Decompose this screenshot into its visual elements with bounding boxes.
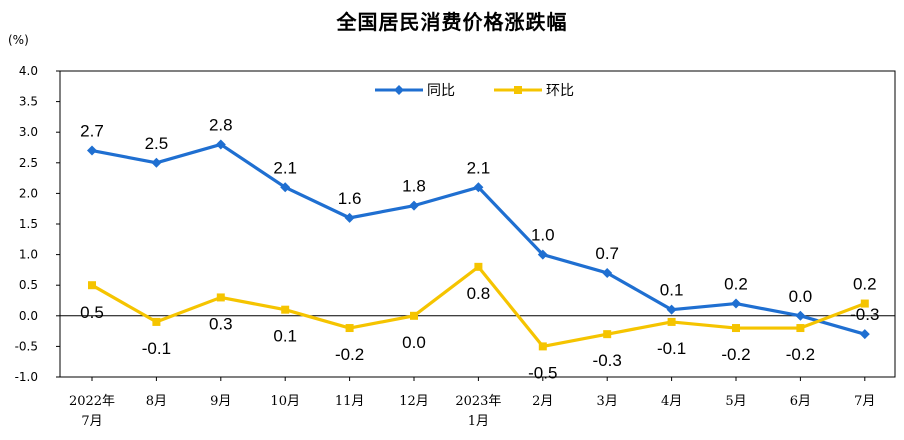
legend-label-mom: 环比 xyxy=(546,83,574,99)
data-point-yoy xyxy=(87,145,97,156)
data-point-yoy xyxy=(795,310,806,321)
series-markers xyxy=(87,139,870,351)
data-point-yoy xyxy=(859,329,870,340)
data-label-mom: -0.1 xyxy=(657,339,686,358)
x-tick-label: 10月 xyxy=(270,394,300,409)
legend-marker-yoy xyxy=(394,85,404,95)
data-point-mom xyxy=(474,262,483,271)
data-label-yoy: 1.6 xyxy=(338,189,362,208)
legend-label-yoy: 同比 xyxy=(427,83,455,99)
data-label-mom: -0.2 xyxy=(721,345,750,364)
data-point-yoy xyxy=(666,304,677,315)
x-tick-label: 7月 xyxy=(854,394,875,409)
data-label-yoy: 2.7 xyxy=(80,122,104,141)
y-tick-label: 1.5 xyxy=(19,217,38,231)
chart-axes: 4.0 3.5 3.0 2.5 2.0 1.5 1.0 0.5 0.0 -0.5 -1.0 (%) 20… xyxy=(8,33,896,429)
data-point-yoy xyxy=(151,157,162,168)
x-tick-label: 3月 xyxy=(597,394,618,409)
data-point-yoy xyxy=(602,267,613,278)
y-tick-label: 3.5 xyxy=(19,95,38,109)
y-axis-label: (%) xyxy=(8,33,29,47)
data-label-mom: 0.5 xyxy=(80,303,104,322)
y-tick-label: 2.0 xyxy=(19,186,38,200)
data-label-yoy: 2.8 xyxy=(209,115,233,134)
data-point-yoy xyxy=(473,182,484,193)
data-label-mom: 0.3 xyxy=(209,314,233,333)
x-tick-label: 6月 xyxy=(790,394,811,409)
data-label-yoy: 1.0 xyxy=(531,226,555,245)
data-label-yoy: 0.2 xyxy=(724,275,748,294)
data-point-mom xyxy=(667,317,676,326)
data-label-yoy: 0.7 xyxy=(595,244,619,263)
x-tick-label: 12月 xyxy=(399,394,429,409)
data-label-mom: -0.2 xyxy=(786,345,815,364)
y-tick-label: -1.0 xyxy=(15,370,38,384)
data-label-mom: 0.0 xyxy=(402,333,426,352)
y-tick-label: 1.0 xyxy=(19,248,38,262)
data-label-yoy: 1.8 xyxy=(402,177,426,196)
y-tick-label: 0.5 xyxy=(19,278,38,292)
data-label-mom: 0.8 xyxy=(467,284,491,303)
data-label-yoy: 2.5 xyxy=(145,134,169,153)
x-tick-label: 7月 xyxy=(81,414,102,429)
y-tick-label: -0.5 xyxy=(15,339,38,353)
x-tick-label: 2月 xyxy=(532,394,553,409)
x-tick-label: 1月 xyxy=(468,414,489,429)
data-point-mom xyxy=(281,305,290,314)
data-point-mom xyxy=(860,299,869,308)
data-label-mom: -0.1 xyxy=(142,339,171,358)
x-tick-label: 5月 xyxy=(725,394,746,409)
data-point-mom xyxy=(152,317,161,326)
data-label-mom: -0.3 xyxy=(593,351,622,370)
data-point-mom xyxy=(216,293,225,302)
data-point-yoy xyxy=(409,200,419,211)
data-point-mom xyxy=(88,281,96,290)
data-label-mom: -0.2 xyxy=(335,345,364,364)
data-label-yoy: 0.1 xyxy=(660,281,684,300)
chart-title: 全国居民消费价格涨跌幅 xyxy=(336,10,568,34)
data-point-mom xyxy=(410,311,418,320)
data-label-yoy: 0.0 xyxy=(789,287,813,306)
x-tick-label: 8月 xyxy=(146,394,167,409)
data-label-mom: 0.1 xyxy=(273,327,297,346)
x-tick-label: 2022年 xyxy=(69,394,115,409)
y-tick-label: 0.0 xyxy=(19,309,38,323)
plot-frame xyxy=(59,70,896,378)
x-tick-label: 4月 xyxy=(661,394,682,409)
data-point-yoy xyxy=(731,298,741,309)
data-point-mom xyxy=(345,324,354,333)
y-tick-label: 4.0 xyxy=(19,64,38,78)
data-point-mom xyxy=(796,324,805,333)
data-label-yoy: -0.3 xyxy=(850,305,879,324)
data-point-mom xyxy=(603,330,612,339)
x-tick-label: 2023年 xyxy=(455,394,501,409)
data-point-mom xyxy=(538,342,547,351)
data-point-yoy xyxy=(280,182,291,193)
data-point-yoy xyxy=(215,139,226,150)
data-point-yoy xyxy=(537,249,548,260)
legend: 同比 环比 xyxy=(375,83,574,99)
data-point-mom xyxy=(732,324,740,333)
data-point-yoy xyxy=(344,212,355,223)
x-tick-label: 9月 xyxy=(210,394,231,409)
legend-marker-mom xyxy=(514,86,522,94)
data-label-mom: -0.5 xyxy=(528,363,557,382)
y-tick-label: 2.5 xyxy=(19,156,38,170)
data-label-mom: 0.2 xyxy=(853,275,877,294)
x-tick-label: 11月 xyxy=(335,394,365,409)
data-labels: 2.7 2.5 2.8 2.1 1.6 1.8 2.1 1.0 0.7 0.1 0.2 0.0 -0.3… xyxy=(80,115,879,382)
data-label-yoy: 2.1 xyxy=(467,158,491,177)
data-label-yoy: 2.1 xyxy=(273,158,297,177)
y-tick-label: 3.0 xyxy=(19,125,38,139)
